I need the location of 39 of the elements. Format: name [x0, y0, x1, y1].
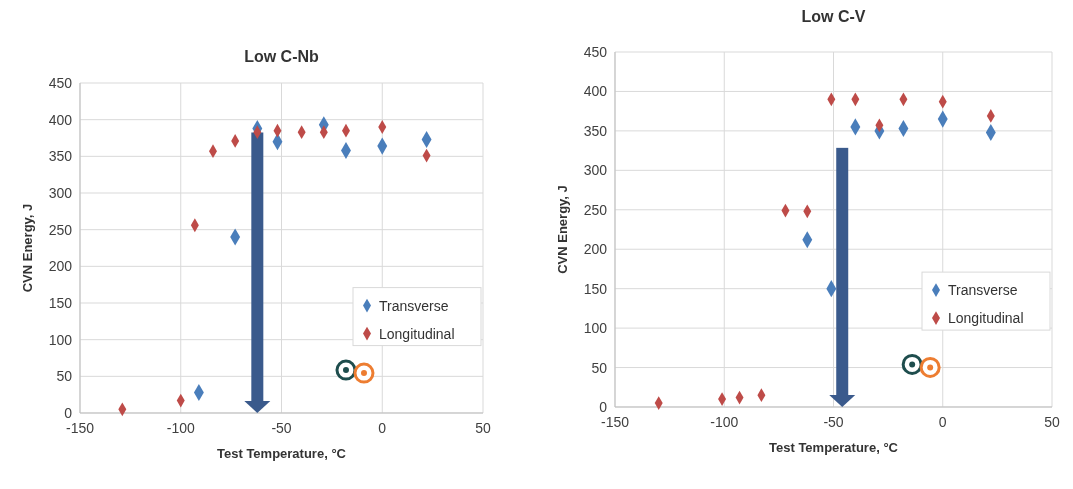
y-tick-label: 450 — [48, 75, 73, 91]
x-tick-label: -100 — [166, 420, 195, 436]
y-tick-label: 350 — [583, 122, 608, 139]
y-tick-label: 300 — [48, 185, 73, 201]
x-tick-label: -100 — [710, 414, 739, 430]
x-tick-label: -50 — [271, 420, 292, 436]
legend-label: Longitudinal — [948, 310, 1024, 327]
y-tick-label: 200 — [48, 258, 73, 275]
y-axis-title: CVN Energy, J — [20, 203, 35, 293]
y-axis-title: CVN Energy, J — [555, 185, 570, 274]
x-tick-label: 0 — [378, 420, 387, 436]
y-tick-label: 350 — [48, 148, 73, 165]
x-tick-label: -150 — [65, 420, 95, 436]
x-tick-label: -50 — [823, 414, 844, 430]
x-tick-label: 50 — [475, 420, 491, 436]
y-tick-label: 400 — [583, 83, 608, 100]
x-axis-title: Test Temperature, °C — [769, 440, 899, 455]
chart-title: Low C-Nb — [244, 48, 320, 65]
y-tick-label: 450 — [583, 44, 608, 60]
legend-label: Transverse — [379, 297, 449, 314]
x-tick-label: -150 — [600, 414, 630, 430]
legend-label: Transverse — [948, 282, 1018, 299]
y-tick-label: 100 — [48, 331, 73, 348]
y-tick-label: 250 — [583, 201, 608, 218]
y-tick-label: 50 — [56, 368, 73, 385]
y-tick-label: 50 — [591, 359, 608, 376]
x-tick-label: 50 — [1044, 414, 1060, 430]
y-tick-label: 100 — [583, 320, 608, 337]
y-tick-label: 400 — [48, 111, 73, 128]
chart-title: Low C-V — [801, 8, 866, 25]
y-tick-label: 250 — [48, 221, 73, 238]
y-tick-label: 150 — [583, 280, 608, 297]
y-tick-label: 200 — [583, 241, 608, 258]
x-axis-title: Test Temperature, °C — [217, 446, 347, 461]
y-tick-label: 150 — [48, 295, 73, 311]
y-tick-label: 300 — [583, 162, 608, 179]
x-tick-label: 0 — [938, 414, 947, 430]
y-tick-label: 0 — [599, 399, 608, 415]
legend-label: Longitudinal — [379, 325, 455, 342]
